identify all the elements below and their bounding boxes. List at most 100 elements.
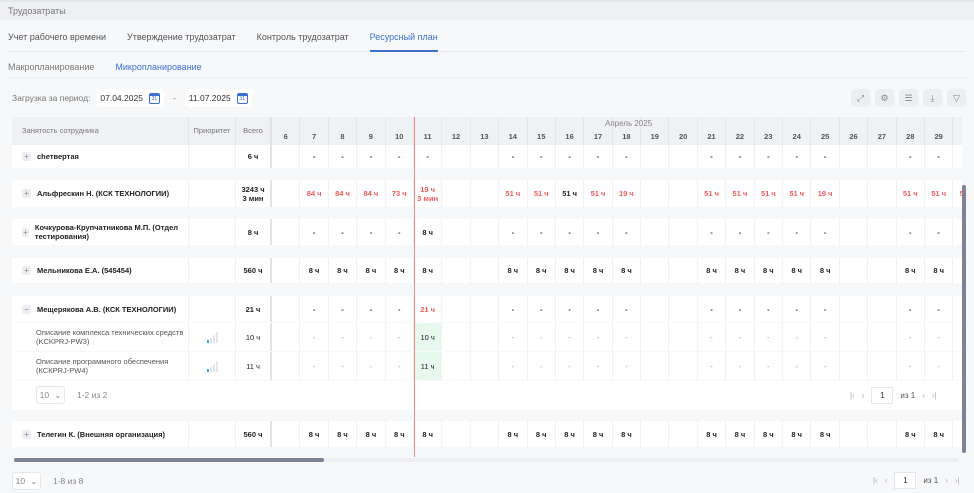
day-cell[interactable] (868, 180, 897, 207)
day-cell[interactable]: 8 ч (755, 258, 784, 283)
day-cell[interactable]: - (556, 296, 585, 322)
day-cell[interactable] (953, 421, 962, 447)
day-cell[interactable]: - (698, 219, 727, 245)
day-cell[interactable]: - (698, 323, 727, 351)
tab-2[interactable]: Контроль трудозатрат (256, 32, 349, 42)
day-cell[interactable]: - (925, 219, 954, 245)
day-cell[interactable]: - (300, 145, 329, 168)
day-cell[interactable] (471, 145, 500, 168)
day-cell[interactable]: 8 ч (414, 421, 443, 447)
subtab-0[interactable]: Макропланирование (8, 62, 95, 72)
day-cell[interactable]: 51 ч (499, 180, 528, 207)
day-cell[interactable] (641, 421, 670, 447)
day-cell[interactable] (669, 323, 698, 351)
day-cell[interactable]: 73 ч (386, 180, 414, 207)
day-cell[interactable]: - (300, 219, 329, 245)
day-cell[interactable] (840, 421, 869, 447)
day-cell[interactable]: 19 ч (613, 180, 642, 207)
day-cell[interactable]: - (556, 219, 585, 245)
day-cell[interactable]: - (499, 323, 528, 351)
day-cell[interactable] (868, 145, 897, 168)
day-cell[interactable]: - (613, 296, 642, 322)
day-cell[interactable] (641, 180, 670, 207)
day-cell[interactable]: 8 ч (499, 258, 528, 283)
day-cell[interactable] (868, 258, 897, 283)
day-cell[interactable] (641, 145, 670, 168)
day-cell[interactable]: 8 ч (783, 258, 812, 283)
day-cell[interactable]: - (386, 296, 414, 322)
day-cell[interactable]: 8 ч (386, 421, 414, 447)
day-cell[interactable] (641, 323, 670, 351)
day-cell[interactable]: - (386, 352, 414, 380)
day-cell[interactable]: - (811, 296, 840, 322)
day-cell[interactable]: - (528, 323, 556, 351)
day-cell[interactable] (272, 323, 301, 351)
settings-icon[interactable]: ⚙ (875, 89, 894, 107)
tab-3[interactable]: Ресурсный план (369, 28, 438, 52)
day-cell[interactable] (840, 258, 869, 283)
day-cell[interactable]: - (897, 219, 925, 245)
day-cell[interactable]: 51 ч (726, 180, 755, 207)
day-cell[interactable] (868, 352, 897, 380)
expand-icon[interactable]: + (22, 266, 31, 275)
day-cell[interactable] (868, 219, 897, 245)
day-cell[interactable]: - (584, 145, 613, 168)
day-cell[interactable] (669, 352, 698, 380)
day-cell[interactable]: - (783, 219, 812, 245)
day-cell[interactable]: - (386, 145, 414, 168)
day-cell[interactable]: 84 ч (329, 180, 358, 207)
last-page-icon[interactable]: ›| (954, 476, 960, 485)
day-cell[interactable]: - (528, 219, 556, 245)
day-cell[interactable]: - (584, 323, 613, 351)
day-cell[interactable]: 8 ч (925, 258, 954, 283)
day-cell[interactable] (442, 219, 471, 245)
day-cell[interactable]: - (329, 352, 358, 380)
day-cell[interactable]: 84 ч (357, 180, 386, 207)
day-cell[interactable]: - (499, 296, 528, 322)
day-cell[interactable]: 8 ч (613, 421, 642, 447)
day-cell[interactable]: - (386, 219, 414, 245)
day-cell[interactable]: - (300, 323, 329, 351)
date-to-field[interactable]: 11.07.2025 31 (184, 89, 252, 107)
day-cell[interactable] (641, 258, 670, 283)
day-cell[interactable] (840, 145, 869, 168)
day-cell[interactable] (272, 258, 301, 283)
tab-1[interactable]: Утверждение трудозатрат (126, 32, 236, 42)
day-cell[interactable]: 51 ч (556, 180, 585, 207)
day-cell[interactable] (442, 145, 471, 168)
day-cell[interactable] (641, 296, 670, 322)
day-cell[interactable]: 8 ч (584, 421, 613, 447)
day-cell[interactable] (442, 421, 471, 447)
day-cell[interactable]: - (329, 323, 358, 351)
day-cell[interactable]: 51 ч (897, 180, 925, 207)
day-cell[interactable]: - (811, 323, 840, 351)
day-cell[interactable] (442, 323, 471, 351)
day-cell[interactable]: - (897, 296, 925, 322)
day-cell[interactable]: 51 ч (953, 180, 962, 207)
day-cell[interactable]: - (897, 145, 925, 168)
day-cell[interactable]: 8 ч (414, 219, 443, 245)
day-cell[interactable] (669, 145, 698, 168)
day-cell[interactable] (471, 219, 500, 245)
day-cell[interactable]: - (528, 296, 556, 322)
day-cell[interactable]: 8 ч (811, 258, 840, 283)
day-cell[interactable]: 8 ч (783, 421, 812, 447)
day-cell[interactable]: 10 ч (413, 323, 443, 351)
day-cell[interactable] (471, 258, 500, 283)
day-cell[interactable]: 8 ч (698, 258, 727, 283)
day-cell[interactable] (272, 296, 301, 322)
tab-0[interactable]: Учет рабочего времени (8, 32, 106, 42)
day-cell[interactable]: 51 ч (528, 180, 556, 207)
expand-icon[interactable]: + (22, 152, 31, 161)
day-cell[interactable]: - (726, 296, 755, 322)
last-page-icon[interactable]: ›| (931, 391, 937, 400)
day-cell[interactable] (669, 219, 698, 245)
day-cell[interactable]: 19 ч (811, 180, 840, 207)
day-cell[interactable]: 51 ч (783, 180, 812, 207)
day-cell[interactable]: - (357, 296, 386, 322)
day-cell[interactable]: - (584, 219, 613, 245)
day-cell[interactable] (953, 296, 962, 322)
day-cell[interactable]: - (925, 145, 954, 168)
expand-icon[interactable]: + (22, 227, 29, 237)
day-cell[interactable]: - (755, 323, 784, 351)
